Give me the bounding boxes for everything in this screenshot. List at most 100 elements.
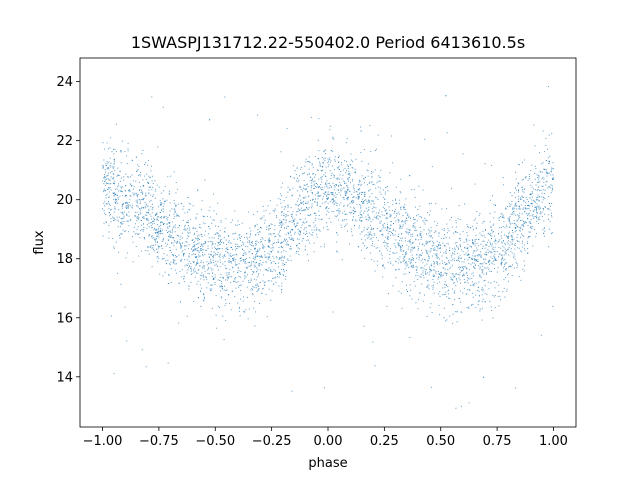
data-point xyxy=(482,263,484,265)
data-point xyxy=(357,188,359,190)
data-point xyxy=(428,284,430,286)
data-point xyxy=(538,216,540,218)
data-point xyxy=(120,151,122,153)
data-point xyxy=(283,275,285,277)
data-point xyxy=(258,274,260,276)
data-point xyxy=(479,254,481,256)
data-point xyxy=(231,255,233,257)
data-point xyxy=(160,229,162,231)
data-point xyxy=(203,216,205,218)
data-point xyxy=(376,218,378,220)
data-point xyxy=(222,257,224,259)
data-point xyxy=(212,243,214,245)
data-point xyxy=(333,185,335,187)
data-point xyxy=(521,213,523,215)
data-point xyxy=(389,209,391,211)
data-point xyxy=(490,282,492,284)
data-point xyxy=(292,217,294,219)
data-point xyxy=(191,273,193,275)
data-point xyxy=(324,183,326,185)
data-point xyxy=(161,258,163,260)
data-point xyxy=(129,176,131,178)
data-point xyxy=(296,224,298,226)
data-point xyxy=(410,265,412,267)
data-point xyxy=(474,183,476,185)
data-point xyxy=(121,212,123,214)
data-point xyxy=(137,206,139,208)
data-point xyxy=(524,204,526,206)
data-point xyxy=(176,234,178,236)
data-point xyxy=(513,253,515,255)
data-point xyxy=(463,266,465,268)
data-point xyxy=(149,177,151,179)
data-point xyxy=(395,199,397,201)
data-point xyxy=(203,279,205,281)
data-point xyxy=(503,287,505,289)
data-point xyxy=(137,164,139,166)
data-point xyxy=(236,224,238,226)
data-point xyxy=(113,182,115,184)
data-point xyxy=(323,192,325,194)
data-point xyxy=(523,247,525,249)
data-point xyxy=(377,180,379,182)
data-point xyxy=(102,164,104,166)
data-point xyxy=(318,214,320,216)
data-point xyxy=(495,259,496,261)
data-point xyxy=(442,267,444,269)
x-tick-label: 0.00 xyxy=(314,434,343,449)
data-point xyxy=(352,219,354,221)
data-point xyxy=(206,287,208,289)
data-point xyxy=(259,241,261,243)
data-point xyxy=(263,210,265,212)
data-point xyxy=(426,251,428,253)
data-point xyxy=(382,242,384,243)
data-point xyxy=(232,258,234,260)
data-point xyxy=(223,255,225,257)
data-point xyxy=(414,226,416,228)
data-point xyxy=(255,255,257,257)
data-point xyxy=(307,174,309,176)
data-point xyxy=(281,285,283,287)
data-point xyxy=(250,278,252,280)
data-point xyxy=(301,210,303,212)
data-point xyxy=(140,229,142,231)
data-point xyxy=(295,226,297,228)
data-point xyxy=(111,178,113,180)
data-point xyxy=(428,230,430,232)
data-point xyxy=(115,151,117,153)
data-point xyxy=(536,196,538,198)
data-point xyxy=(405,260,407,262)
data-point xyxy=(454,290,456,292)
data-point xyxy=(200,234,202,236)
data-point xyxy=(548,196,550,198)
data-point xyxy=(403,260,405,262)
data-point xyxy=(229,261,231,263)
data-point xyxy=(452,304,454,306)
data-point xyxy=(423,221,425,223)
data-point xyxy=(395,268,397,270)
data-point xyxy=(465,272,467,274)
data-point xyxy=(416,269,418,271)
data-point xyxy=(316,192,318,194)
data-point xyxy=(174,205,176,207)
data-point xyxy=(146,178,148,180)
data-point xyxy=(214,225,216,227)
x-tick-label: −1.00 xyxy=(83,434,123,449)
data-point xyxy=(482,298,484,300)
data-point xyxy=(341,185,343,187)
data-point xyxy=(353,196,355,198)
data-point xyxy=(273,261,275,263)
data-point xyxy=(358,196,360,198)
data-point xyxy=(466,254,468,256)
data-point xyxy=(103,222,105,224)
data-point xyxy=(299,204,301,206)
data-point xyxy=(520,226,522,228)
data-point xyxy=(255,254,257,256)
data-point xyxy=(106,175,108,177)
data-point xyxy=(159,216,161,218)
data-point xyxy=(472,252,474,254)
data-point xyxy=(207,247,209,249)
data-point xyxy=(340,171,342,173)
data-point xyxy=(119,226,121,228)
data-point xyxy=(463,279,465,280)
